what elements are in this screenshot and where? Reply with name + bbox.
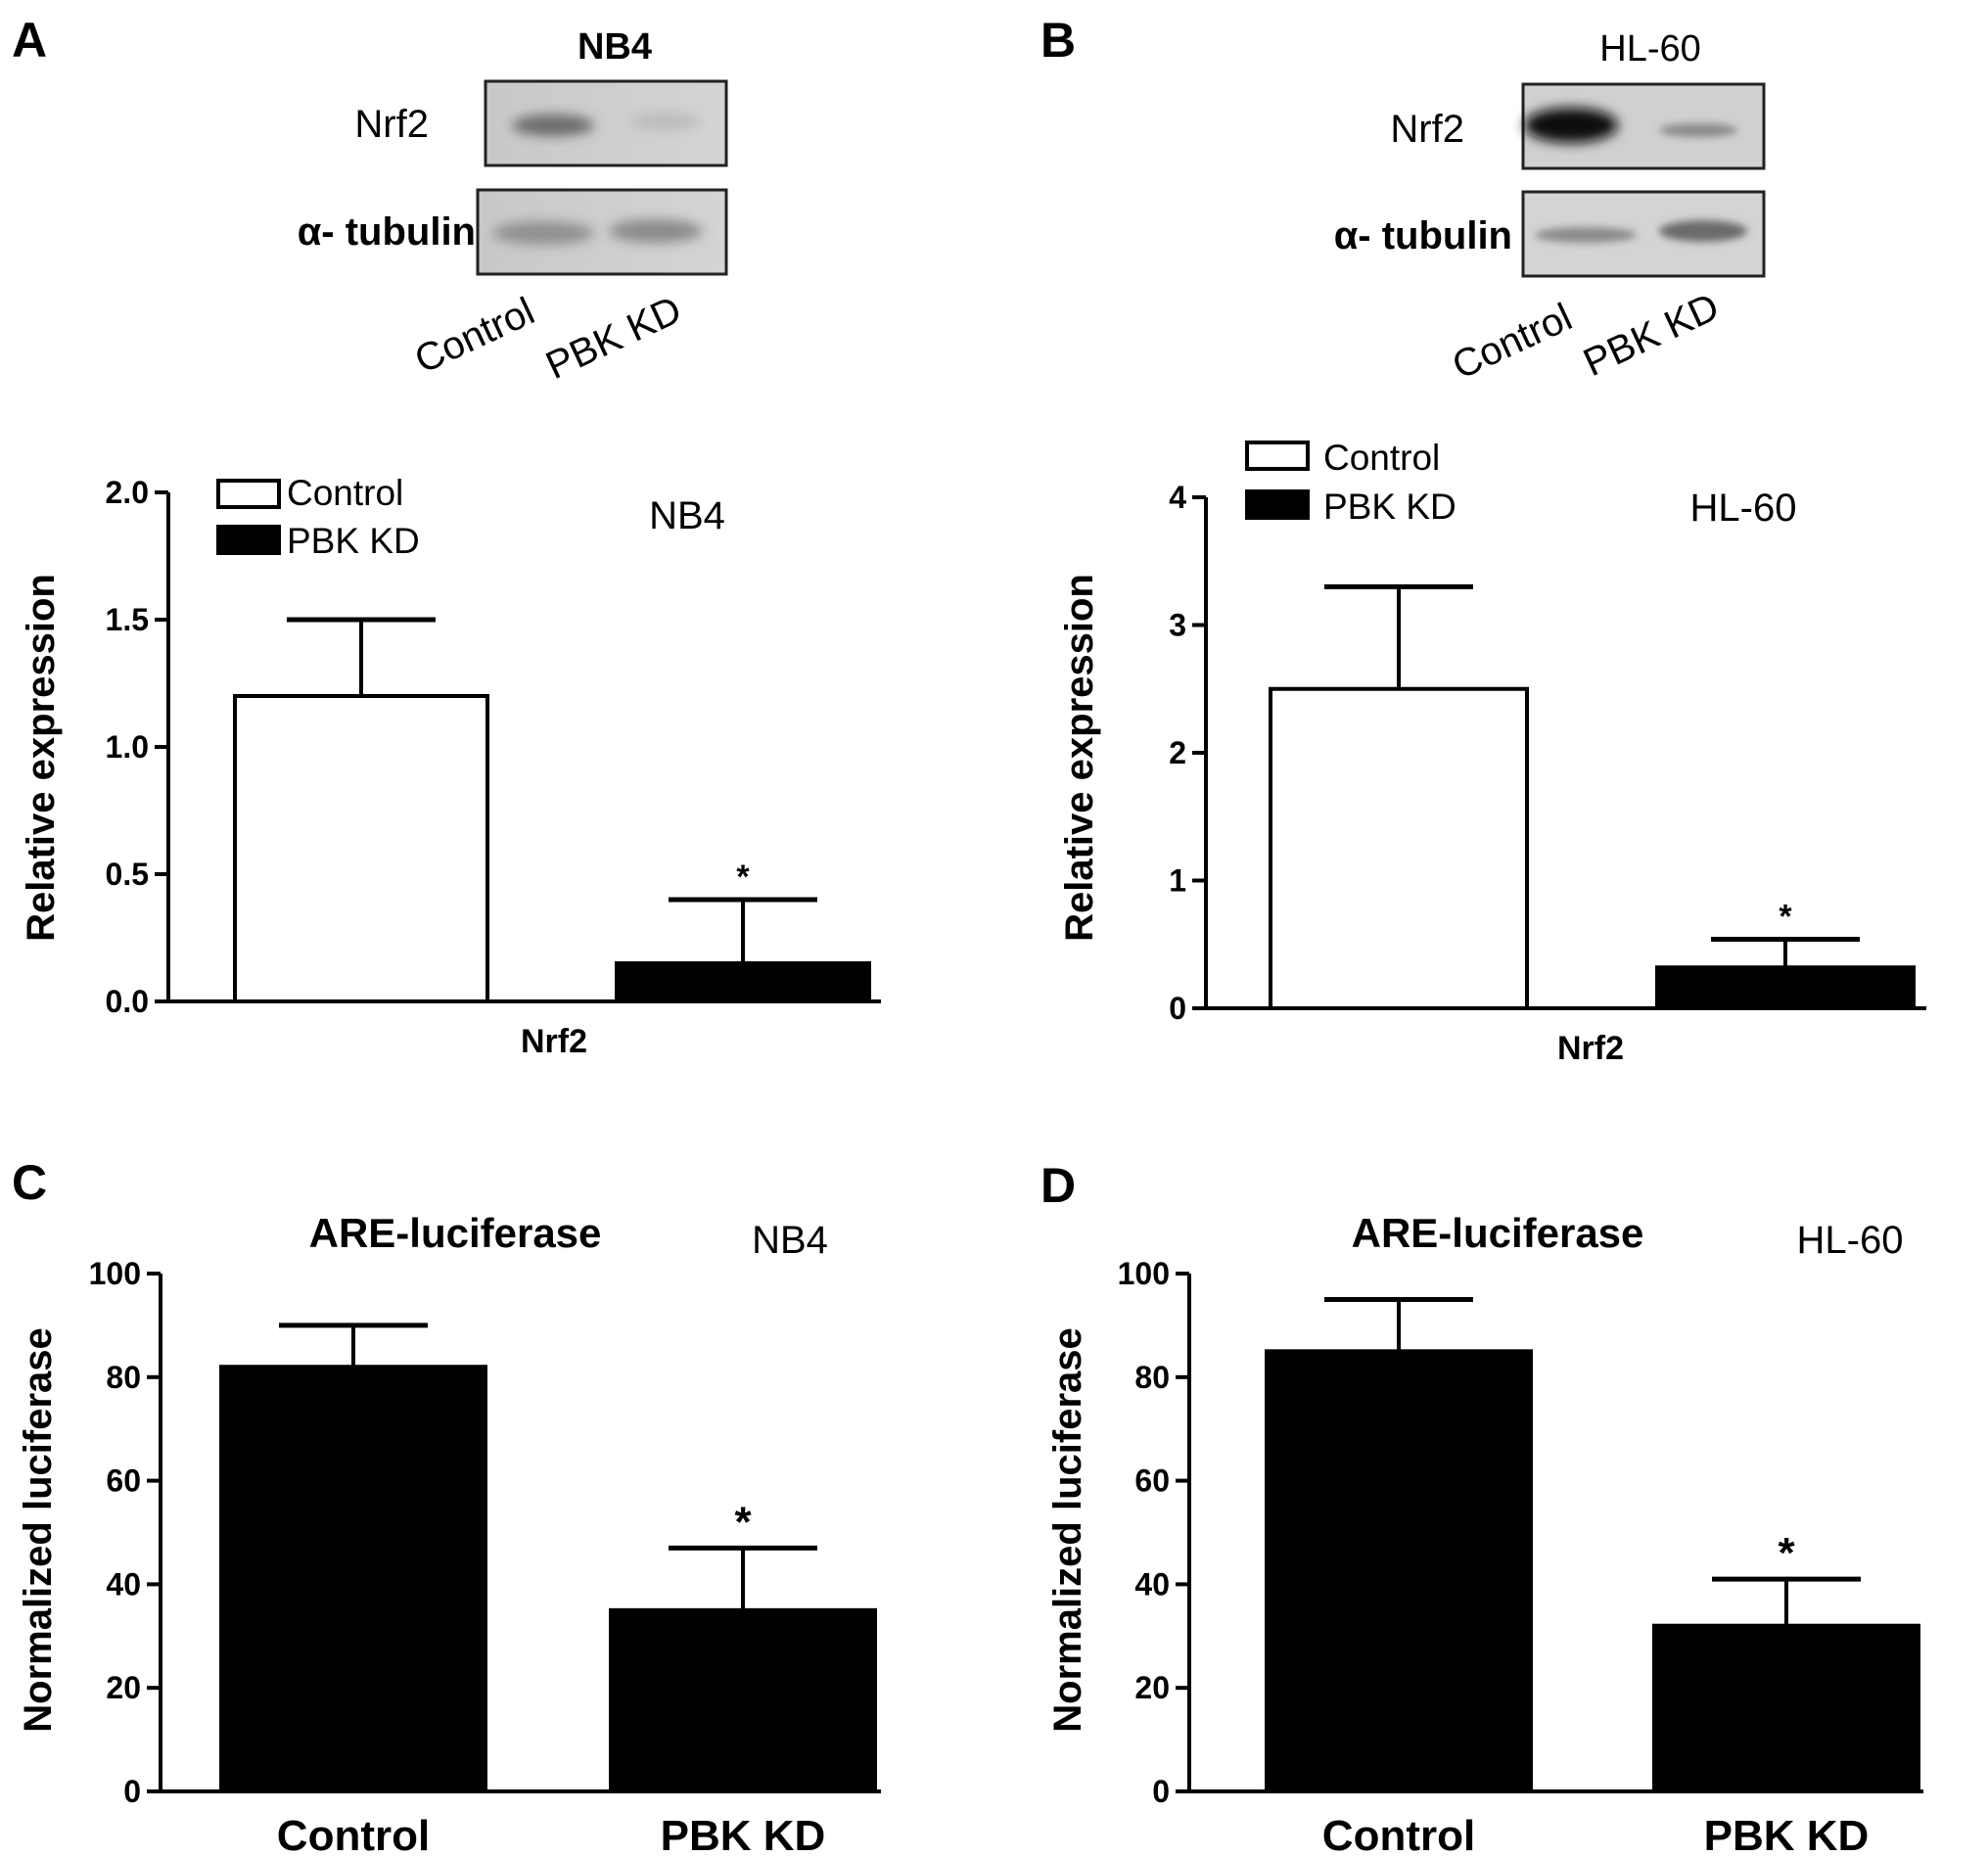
chart-c-category-label-control: Control xyxy=(277,1812,430,1857)
chart-a-y-tick-label: 1.5 xyxy=(106,602,149,637)
panel-letter-d: D xyxy=(1040,1158,1076,1213)
chart-d-subtitle: HL-60 xyxy=(1797,1219,1904,1262)
panel-letter-a: A xyxy=(12,13,47,68)
chart-b-legend-swatch-pbkkd xyxy=(1245,489,1310,520)
chart-b-y-tick-label: 0 xyxy=(1169,991,1186,1026)
chart-b-xlabel: Nrf2 xyxy=(1557,1030,1624,1067)
blot-a-tubulin-band-control xyxy=(492,221,594,245)
panel-letter-b: B xyxy=(1040,13,1076,68)
blot-b-row-label-tubulin: α- tubulin xyxy=(1334,214,1512,257)
blot-a-lane-pbkkd: PBK KD xyxy=(539,288,688,388)
chart-b-y-tick-label: 1 xyxy=(1169,863,1186,899)
chart-a-y-tick-label: 0.5 xyxy=(106,857,149,892)
chart-a-y-tick-label: 1.0 xyxy=(106,729,149,765)
chart-d-y-tick-label: 20 xyxy=(1134,1670,1170,1705)
blot-b-lane-control: Control xyxy=(1446,296,1578,388)
chart-c-y-tick-label: 60 xyxy=(106,1463,141,1499)
blot-b-nrf2-band-control xyxy=(1524,108,1618,143)
chart-c-bar-control xyxy=(219,1365,487,1793)
chart-a-bar-control xyxy=(233,694,489,1003)
chart-b-legend-label-pbkkd: PBK KD xyxy=(1323,487,1456,527)
panel-c: C Normalized luciferase ARE-luciferase N… xyxy=(12,1155,881,1857)
panel-b: B HL-60 Nrf2 α- tubulin Control PBK KD R… xyxy=(1040,13,1926,1067)
blot-a-nrf2-band-pbkkd xyxy=(630,113,701,130)
chart-b-y-tick-label: 4 xyxy=(1169,480,1186,515)
chart-a: Relative expression Nrf2 NB4 Control PBK… xyxy=(20,473,881,1060)
chart-b-title: HL-60 xyxy=(1690,487,1797,530)
panel-letter-c: C xyxy=(12,1155,47,1210)
chart-b-bar-control xyxy=(1269,686,1529,1010)
chart-b-legend: Control PBK KD xyxy=(1245,438,1456,527)
chart-a-legend-swatch-control xyxy=(216,479,281,509)
chart-b-y-tick-label: 3 xyxy=(1169,608,1186,643)
blot-a-lane-control: Control xyxy=(408,290,540,382)
blot-a-row-label-nrf2: Nrf2 xyxy=(354,103,429,146)
chart-d-bar-pbkkd xyxy=(1652,1623,1920,1793)
blot-b: HL-60 Nrf2 α- tubulin Control PBK KD xyxy=(1334,28,1766,388)
chart-c-title: ARE-luciferase xyxy=(309,1210,602,1256)
panel-a: A NB4 Nrf2 α- tubulin Control PBK KD Rel… xyxy=(12,13,881,1060)
chart-b-y-tick-label: 2 xyxy=(1169,735,1186,770)
chart-b-ylabel: Relative expression xyxy=(1058,574,1101,942)
chart-c-ylabel: Normalized luciferase xyxy=(17,1327,60,1733)
blot-a-tubulin-band-pbkkd xyxy=(609,219,703,243)
chart-a-title: NB4 xyxy=(649,494,725,537)
chart-a-legend-swatch-pbkkd xyxy=(216,525,281,555)
chart-a-legend-label-control: Control xyxy=(287,473,403,513)
chart-d-significance-pbkkd: * xyxy=(1778,1529,1795,1577)
chart-a-y-tick-label: 2.0 xyxy=(106,475,149,510)
blot-b-tubulin-band-control xyxy=(1535,227,1637,243)
chart-d-ylabel: Normalized luciferase xyxy=(1046,1327,1089,1733)
chart-b-legend-swatch-control xyxy=(1245,441,1310,471)
chart-d-y-tick-label: 0 xyxy=(1152,1774,1170,1809)
blot-b-nrf2-band-pbkkd xyxy=(1659,123,1737,137)
blot-b-tubulin-band-pbkkd xyxy=(1659,220,1747,242)
chart-a-y-tick-label: 0.0 xyxy=(106,984,149,1019)
chart-c-subtitle: NB4 xyxy=(752,1219,828,1262)
chart-d-title: ARE-luciferase xyxy=(1352,1210,1644,1256)
chart-c-y-tick-label: 80 xyxy=(106,1360,141,1395)
chart-b-legend-label-control: Control xyxy=(1323,438,1440,478)
chart-d-y-tick-label: 80 xyxy=(1134,1360,1170,1395)
chart-a-significance-pbkkd: * xyxy=(736,859,750,896)
chart-d-y-tick-label: 60 xyxy=(1134,1463,1170,1499)
blot-a-row-label-tubulin: α- tubulin xyxy=(298,210,476,254)
chart-a-legend: Control PBK KD xyxy=(216,473,420,561)
chart-d: Normalized luciferase ARE-luciferase HL-… xyxy=(1046,1210,1923,1857)
chart-c: Normalized luciferase ARE-luciferase NB4… xyxy=(17,1210,881,1857)
chart-c-y-tick-label: 20 xyxy=(106,1670,141,1705)
blot-a-nrf2-band-control xyxy=(512,115,594,136)
chart-c-category-label-pbkkd: PBK KD xyxy=(661,1812,826,1857)
chart-d-y-tick-label: 40 xyxy=(1134,1566,1170,1602)
chart-d-y-tick-label: 100 xyxy=(1118,1256,1170,1291)
panel-d: D Normalized luciferase ARE-luciferase H… xyxy=(1040,1158,1923,1857)
chart-c-y-tick-label: 40 xyxy=(106,1566,141,1602)
blot-b-lane-pbkkd: PBK KD xyxy=(1577,285,1726,385)
chart-a-ylabel: Relative expression xyxy=(20,574,63,942)
blot-b-title: HL-60 xyxy=(1599,28,1701,70)
chart-d-category-label-control: Control xyxy=(1322,1812,1475,1857)
chart-b-significance-pbkkd: * xyxy=(1779,899,1792,936)
chart-c-bar-pbkkd xyxy=(609,1607,877,1793)
chart-a-legend-label-pbkkd: PBK KD xyxy=(287,521,420,561)
chart-a-xlabel: Nrf2 xyxy=(521,1023,587,1060)
blot-a-title: NB4 xyxy=(578,26,652,68)
chart-c-y-tick-label: 0 xyxy=(123,1774,141,1809)
chart-a-bar-pbkkd xyxy=(615,961,871,1003)
chart-d-category-label-pbkkd: PBK KD xyxy=(1704,1812,1870,1857)
chart-c-y-tick-label: 100 xyxy=(89,1256,141,1291)
blot-b-row-label-nrf2: Nrf2 xyxy=(1390,108,1464,151)
chart-b-bar-pbkkd xyxy=(1655,965,1916,1010)
chart-d-bar-control xyxy=(1265,1349,1533,1793)
chart-b: Relative expression Nrf2 HL-60 Control P… xyxy=(1058,438,1926,1067)
blot-a: NB4 Nrf2 α- tubulin Control PBK KD xyxy=(298,26,728,388)
chart-c-significance-pbkkd: * xyxy=(734,1498,752,1546)
